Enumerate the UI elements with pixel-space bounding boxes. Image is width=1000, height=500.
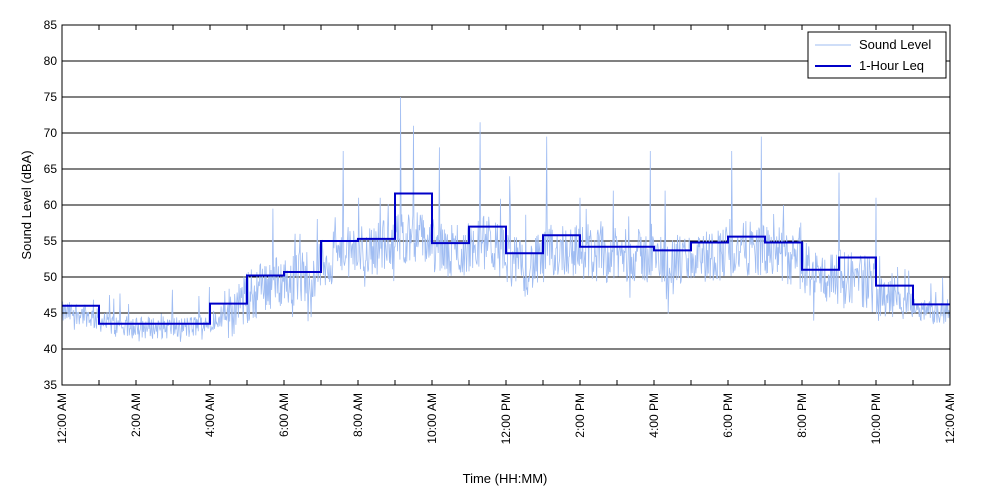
y-tick-label: 35 [44, 378, 58, 392]
legend: Sound Level 1-Hour Leq [807, 31, 947, 79]
y-axis-title: Sound Level (dBA) [19, 150, 34, 259]
y-tick-label: 75 [44, 90, 58, 104]
legend-label-sound-level: Sound Level [859, 37, 931, 52]
grid-lines [62, 60, 950, 350]
x-tick-label: 12:00 AM [55, 393, 69, 444]
y-tick-label: 70 [44, 126, 58, 140]
y-tick-label: 45 [44, 306, 58, 320]
leq-step-line [62, 192, 950, 325]
x-tick-label: 2:00 AM [129, 393, 143, 437]
y-tick-label: 50 [44, 270, 58, 284]
x-tick-label: 6:00 PM [721, 393, 735, 438]
y-axis: 35 40 45 50 55 60 65 70 75 80 85 [44, 18, 950, 392]
x-tick-label: 4:00 PM [647, 393, 661, 438]
x-tick-label: 8:00 AM [351, 393, 365, 437]
y-tick-label: 85 [44, 18, 58, 32]
leq-series [62, 192, 950, 325]
x-tick-label: 10:00 AM [425, 393, 439, 444]
y-tick-label: 60 [44, 198, 58, 212]
legend-label-leq: 1-Hour Leq [859, 58, 924, 73]
x-axis: 12:00 AM 2:00 AM 4:00 AM 6:00 AM 8:00 AM 10:0… [55, 25, 957, 444]
x-axis-title: Time (HH:MM) [463, 471, 548, 486]
x-tick-label: 4:00 AM [203, 393, 217, 437]
y-tick-label: 65 [44, 162, 58, 176]
y-tick-label: 80 [44, 54, 58, 68]
y-tick-label: 40 [44, 342, 58, 356]
x-tick-label: 10:00 PM [869, 393, 883, 444]
x-tick-label: 12:00 AM [943, 393, 957, 444]
x-tick-label: 6:00 AM [277, 393, 291, 437]
x-tick-label: 12:00 PM [499, 393, 513, 444]
y-tick-label: 55 [44, 234, 58, 248]
x-tick-label: 8:00 PM [795, 393, 809, 438]
x-tick-label: 2:00 PM [573, 393, 587, 438]
legend-box [807, 31, 947, 79]
